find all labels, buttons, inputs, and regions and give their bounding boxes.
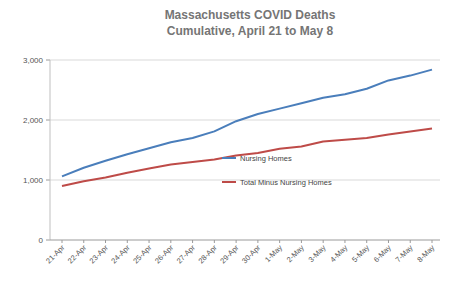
x-tick-label: 21-Apr: [44, 243, 67, 266]
legend-label: Nursing Homes: [240, 154, 292, 163]
x-tick-label: 4-May: [328, 243, 349, 264]
x-tick: [83, 240, 84, 243]
chart-subtitle: Cumulative, April 21 to May 8: [167, 24, 334, 38]
y-tick: [46, 240, 50, 241]
x-tick: [170, 240, 171, 243]
x-tick-label: 23-Apr: [88, 243, 111, 266]
x-tick-label: 30-Apr: [240, 243, 263, 266]
series-group: [62, 70, 432, 186]
x-tick-label: 3-May: [306, 243, 327, 264]
x-tick: [257, 240, 258, 243]
y-tick: [46, 60, 50, 61]
grid-line: [50, 60, 440, 61]
x-tick-label: 25-Apr: [131, 243, 154, 266]
x-tick: [192, 240, 193, 243]
legend-swatch: [222, 181, 236, 183]
x-tick: [366, 240, 367, 243]
x-tick-label: 2-May: [285, 243, 306, 264]
y-tick: [46, 120, 50, 121]
x-tick: [105, 240, 106, 243]
chart-title: Massachusetts COVID Deaths: [165, 8, 336, 22]
x-tick-label: 26-Apr: [153, 243, 176, 266]
x-tick: [62, 240, 63, 243]
x-tick-label: 8-May: [415, 243, 436, 264]
x-tick: [432, 240, 433, 243]
x-tick-label: 27-Apr: [175, 243, 198, 266]
x-tick: [323, 240, 324, 243]
x-tick: [149, 240, 150, 243]
x-tick: [236, 240, 237, 243]
legend-swatch: [222, 157, 236, 159]
y-tick-label: 3,000: [23, 56, 44, 65]
grid-line: [50, 120, 440, 121]
y-tick-label: 1,000: [23, 176, 44, 185]
x-tick-label: 6-May: [372, 243, 393, 264]
x-tick-label: 5-May: [350, 243, 371, 264]
series-line: [62, 128, 432, 186]
x-tick-label: 1-May: [263, 243, 284, 264]
x-tick: [127, 240, 128, 243]
y-tick: [46, 180, 50, 181]
x-tick-label: 24-Apr: [109, 243, 132, 266]
x-tick-label: 7-May: [394, 243, 415, 264]
x-tick: [301, 240, 302, 243]
x-tick: [279, 240, 280, 243]
series-line: [62, 70, 432, 177]
x-tick: [410, 240, 411, 243]
legend-label: Total Minus Nursing Homes: [240, 178, 332, 187]
x-tick-label: 22-Apr: [66, 243, 89, 266]
y-tick-label: 2,000: [23, 116, 44, 125]
x-tick-label: 29-Apr: [218, 243, 241, 266]
x-tick: [388, 240, 389, 243]
chart-container: Massachusetts COVID Deaths Cumulative, Ap…: [0, 0, 452, 290]
y-tick-label: 0: [39, 236, 44, 245]
x-axis: [50, 240, 440, 241]
y-axis: [50, 60, 51, 240]
x-tick-label: 28-Apr: [196, 243, 219, 266]
x-tick: [344, 240, 345, 243]
x-tick: [214, 240, 215, 243]
chart-svg: Massachusetts COVID Deaths Cumulative, Ap…: [0, 0, 452, 290]
